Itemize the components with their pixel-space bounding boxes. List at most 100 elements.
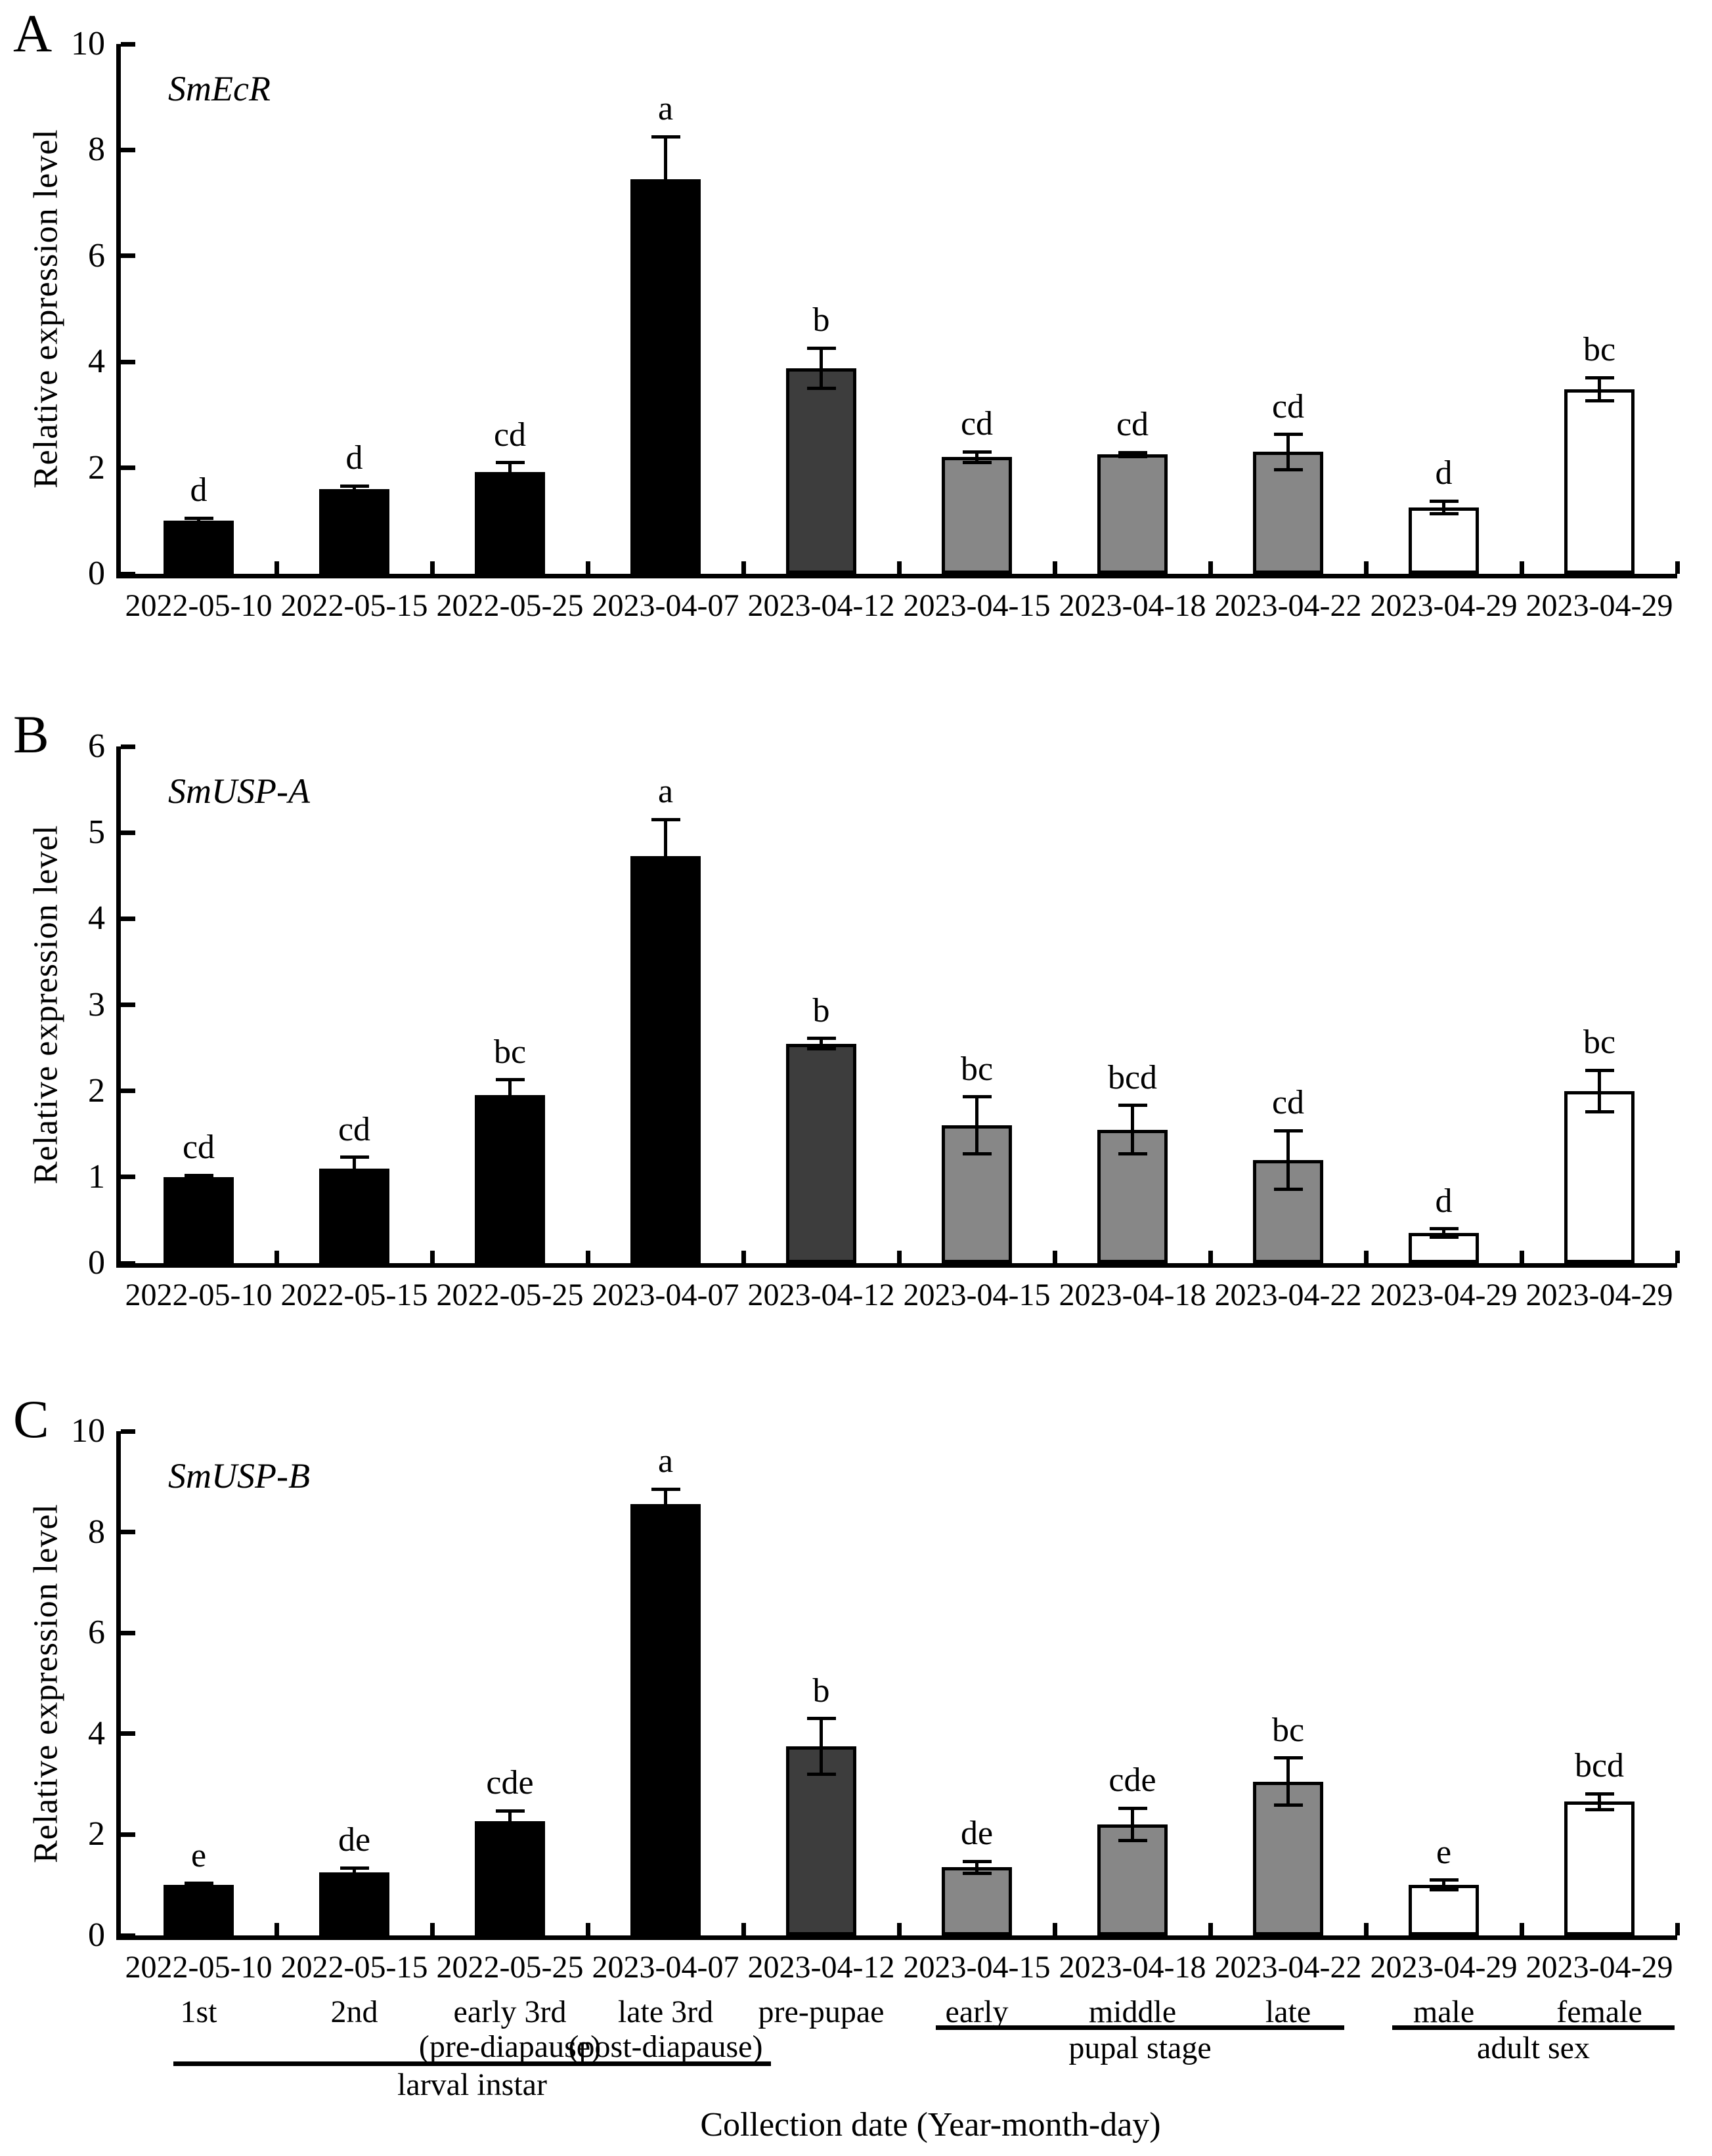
bar bbox=[1564, 1801, 1635, 1935]
x-tick-label: 2023-04-22 bbox=[1214, 1278, 1362, 1312]
bar bbox=[1409, 507, 1479, 574]
error-bar-cap-top bbox=[651, 135, 680, 139]
error-bar-line bbox=[820, 1718, 823, 1775]
x-tick bbox=[585, 1251, 590, 1263]
x-tick-label: 2023-04-29 bbox=[1370, 1278, 1518, 1312]
x-tick-label: 2023-04-07 bbox=[592, 1950, 739, 1985]
error-bar-line bbox=[664, 137, 667, 222]
significance-letter: bc bbox=[493, 1033, 527, 1071]
y-tick-label: 6 bbox=[88, 1614, 105, 1652]
significance-letter: cde bbox=[486, 1764, 534, 1802]
y-tick-label: 8 bbox=[88, 1513, 105, 1551]
error-bar-cap-top bbox=[340, 1155, 369, 1159]
y-tick-label: 4 bbox=[88, 899, 105, 938]
error-bar-cap-top bbox=[1585, 1792, 1614, 1796]
error-bar-line bbox=[1286, 434, 1290, 469]
x-tick-label: 2023-04-29 bbox=[1525, 588, 1673, 623]
significance-letter: bc bbox=[1583, 1024, 1616, 1062]
group-label: adult sex bbox=[1477, 2031, 1590, 2065]
stage-label: late 3rd bbox=[617, 1994, 714, 2029]
bar bbox=[942, 457, 1012, 574]
y-tick bbox=[121, 1933, 135, 1938]
x-tick-label: 2022-05-25 bbox=[436, 1278, 584, 1312]
x-tick-label: 2023-04-22 bbox=[1214, 1950, 1362, 1985]
y-tick-label: 10 bbox=[71, 25, 105, 62]
y-tick bbox=[121, 465, 135, 471]
error-bar-cap-top bbox=[1585, 376, 1614, 379]
error-bar-cap-top bbox=[806, 346, 836, 350]
significance-letter: d bbox=[345, 439, 363, 477]
bar bbox=[786, 1043, 856, 1263]
error-bar-line bbox=[508, 1811, 512, 1832]
error-bar-cap-top bbox=[962, 450, 992, 454]
error-bar-cap-top bbox=[1273, 1129, 1303, 1132]
x-tick-label: 2023-04-29 bbox=[1370, 1950, 1518, 1985]
error-bar-cap-top bbox=[184, 1173, 213, 1177]
gene-title-smusp-a: SmUSP-A bbox=[168, 771, 310, 811]
error-bar-cap-bottom bbox=[1585, 399, 1614, 403]
x-tick-label: 2023-04-12 bbox=[747, 1950, 895, 1985]
significance-letter: cd bbox=[493, 416, 527, 454]
error-bar-line bbox=[1131, 1808, 1134, 1841]
error-bar-cap-top bbox=[1273, 1756, 1303, 1760]
error-bar-cap-bottom bbox=[1273, 1187, 1303, 1191]
y-tick bbox=[121, 1731, 135, 1736]
stage-label: early bbox=[945, 1994, 1009, 2029]
error-bar-cap-bottom bbox=[495, 1829, 525, 1833]
error-bar-cap-top bbox=[1585, 1068, 1614, 1072]
stage-label: pre-pupae bbox=[758, 1994, 885, 2029]
error-bar-line bbox=[1598, 1794, 1601, 1810]
error-bar-line bbox=[1598, 377, 1601, 401]
bar bbox=[1097, 1824, 1168, 1935]
x-tick bbox=[1363, 561, 1369, 574]
error-bar-cap-bottom bbox=[1429, 1888, 1459, 1892]
error-bar-cap-top bbox=[1118, 1806, 1147, 1810]
error-bar-cap-bottom bbox=[1273, 467, 1303, 471]
x-tick bbox=[429, 1923, 435, 1935]
error-bar-line bbox=[353, 1868, 356, 1877]
y-axis-line bbox=[116, 746, 121, 1268]
error-bar-cap-top bbox=[184, 1882, 213, 1886]
x-tick bbox=[429, 1251, 435, 1263]
error-bar-line bbox=[1286, 1757, 1290, 1805]
x-tick-label: 2022-05-10 bbox=[125, 1278, 273, 1312]
y-tick-label: 6 bbox=[88, 727, 105, 765]
error-bar-line bbox=[508, 462, 512, 482]
significance-letter: cd bbox=[182, 1129, 215, 1167]
group-underline bbox=[1392, 2025, 1675, 2030]
error-bar-line bbox=[664, 819, 667, 892]
error-bar-cap-bottom bbox=[1585, 1808, 1614, 1812]
x-tick bbox=[896, 561, 902, 574]
error-bar-cap-bottom bbox=[184, 521, 213, 525]
error-bar-line bbox=[975, 1861, 978, 1874]
y-tick bbox=[121, 1003, 135, 1007]
error-bar-cap-top bbox=[1118, 450, 1147, 454]
x-tick bbox=[1363, 1923, 1369, 1935]
x-tick-label: 2023-04-29 bbox=[1525, 1278, 1673, 1312]
group-label: larval instar bbox=[397, 2067, 547, 2102]
group-underline bbox=[936, 2025, 1344, 2030]
error-bar-line bbox=[1131, 1105, 1134, 1154]
x-tick-label: 2023-04-12 bbox=[747, 1278, 895, 1312]
error-bar-cap-bottom bbox=[340, 1875, 369, 1879]
stage-label: male bbox=[1413, 1994, 1475, 2029]
significance-letter: cd bbox=[1271, 1084, 1305, 1121]
error-bar-cap-top bbox=[806, 1717, 836, 1721]
y-tick-label: 0 bbox=[88, 555, 105, 592]
y-tick-label: 6 bbox=[88, 236, 105, 274]
y-tick-label: 10 bbox=[71, 1412, 105, 1450]
x-tick-label: 2022-05-25 bbox=[436, 588, 584, 623]
x-tick bbox=[1052, 1251, 1057, 1263]
y-tick bbox=[121, 1832, 135, 1837]
stage-label: 1st bbox=[180, 1994, 217, 2029]
error-bar-cap-top bbox=[495, 1078, 525, 1082]
y-axis-title-a: Relative expression level bbox=[27, 129, 65, 489]
bar bbox=[1409, 1885, 1479, 1935]
y-tick bbox=[121, 1630, 135, 1635]
significance-letter: bcd bbox=[1107, 1058, 1158, 1096]
x-tick-label: 2023-04-15 bbox=[903, 1278, 1051, 1312]
error-bar-cap-bottom bbox=[806, 1772, 836, 1776]
y-tick-label: 0 bbox=[88, 1916, 105, 1954]
error-bar-line bbox=[975, 452, 978, 463]
